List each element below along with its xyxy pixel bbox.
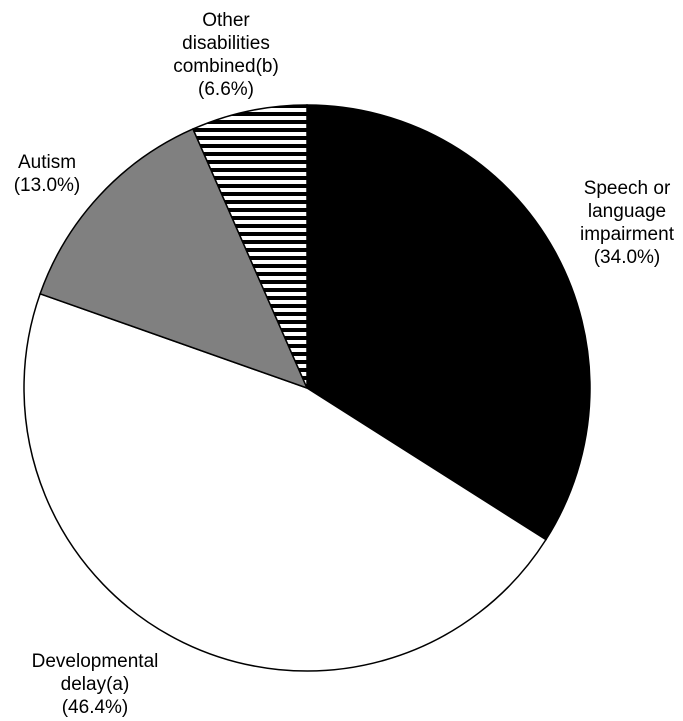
slice-label-line-1-0: Developmental — [32, 651, 159, 672]
slice-label-1: Developmental delay(a) (46.4%) — [32, 651, 159, 718]
slice-label-line-3-0: Other — [202, 10, 250, 31]
pie-slice-3 — [191, 104, 308, 389]
slice-percent-2: (13.0%) — [14, 175, 81, 196]
slice-percent-3: (6.6%) — [198, 79, 254, 100]
slice-label-line-0-1: language — [588, 201, 666, 222]
slice-label-line-1-1: delay(a) — [61, 674, 130, 695]
pie-slice-2 — [39, 127, 309, 390]
slice-label-line-0-2: impairment — [580, 224, 675, 245]
slice-label-line-3-1: disabilities — [182, 33, 270, 54]
slice-label-0: Speech or language impairment (34.0%) — [580, 178, 675, 268]
slice-percent-1: (46.4%) — [62, 697, 129, 718]
slice-label-line-0-0: Speech or — [584, 178, 671, 199]
pie-slice-0 — [306, 104, 591, 541]
pie-slice-1 — [23, 292, 547, 672]
slice-percent-0: (34.0%) — [594, 247, 661, 268]
slice-label-3: Other disabilities combined(b) (6.6%) — [173, 10, 279, 100]
slice-label-line-2-0: Autism — [18, 152, 76, 173]
slice-label-line-3-2: combined(b) — [173, 56, 279, 77]
slice-label-2: Autism (13.0%) — [14, 152, 81, 196]
